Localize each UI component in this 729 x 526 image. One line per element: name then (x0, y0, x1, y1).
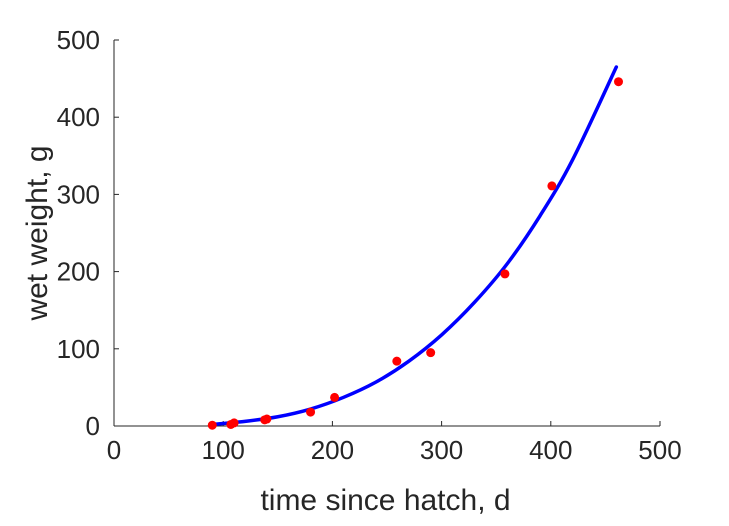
y-tick-label: 400 (57, 102, 100, 132)
data-point (614, 77, 624, 87)
y-tick-label: 100 (57, 334, 100, 364)
axes (113, 40, 660, 427)
data-point (262, 414, 272, 424)
data-points-layer (207, 77, 624, 430)
y-tick-label: 300 (57, 179, 100, 209)
y-ticks: 0 100 200 300 400 500 (57, 25, 119, 441)
y-tick-label: 500 (57, 25, 100, 55)
data-point (500, 269, 510, 279)
x-axis-title: time since hatch, d (260, 484, 510, 517)
data-point (392, 356, 402, 366)
x-tick-label: 500 (638, 435, 681, 465)
data-point (547, 181, 557, 191)
y-axis-title: wet weight, g (21, 145, 54, 321)
data-point (426, 348, 436, 358)
x-tick-label: 400 (529, 435, 572, 465)
x-ticks: 0 100 200 300 400 500 (107, 421, 682, 465)
fit-curve (210, 65, 619, 427)
data-point (207, 420, 217, 430)
x-tick-label: 300 (420, 435, 463, 465)
y-tick-label: 0 (86, 411, 100, 441)
y-tick-label: 200 (57, 257, 100, 287)
data-point (330, 392, 340, 402)
x-tick-label: 200 (311, 435, 354, 465)
data-point (229, 418, 239, 428)
data-point (306, 407, 316, 417)
x-tick-label: 0 (107, 435, 121, 465)
x-tick-label: 100 (202, 435, 245, 465)
fit-curve-layer (210, 65, 619, 427)
